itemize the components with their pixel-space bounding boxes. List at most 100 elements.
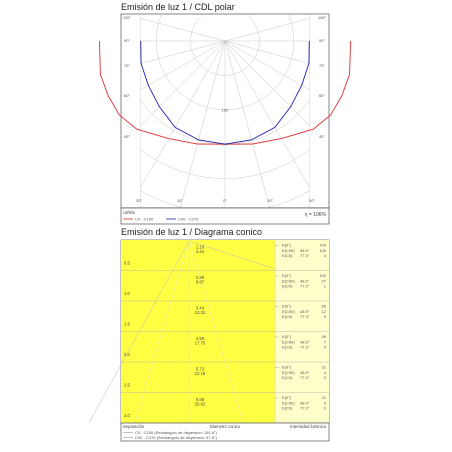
angle-label: 30° xyxy=(309,198,315,203)
angle-label: 105° xyxy=(123,15,132,20)
angle-label: 15° xyxy=(177,198,183,203)
note2-label: C90 - C270 (Semiángulo de dispersión: 97… xyxy=(135,435,218,440)
row-label: E(C90) xyxy=(282,309,295,314)
legend-c90-label: C90 - C270 xyxy=(178,217,199,222)
row-value: 4 xyxy=(324,370,327,375)
angle-label: 30° xyxy=(136,198,142,203)
row-diameter-c0: 6.88 xyxy=(196,397,205,402)
row-angle: 48.9° xyxy=(300,278,310,283)
row-diameter-c90: 8.87 xyxy=(196,279,205,284)
row-diameter-c0: 2.29 xyxy=(196,275,205,280)
row-value: 31 xyxy=(322,365,327,370)
row-value: 0 xyxy=(324,375,327,380)
polar-angle-labels: 105° 105° 90° 90° 75° 75° 60° 60° 45° 45° 30° 15° 0°… xyxy=(123,15,327,203)
row-label: E(C90) xyxy=(282,400,295,405)
angle-label: 15° xyxy=(267,198,273,203)
conic-row-1.0: 1.0 2.298.87 E(0°) 192 E(C90) 48.9° 27 E(C0) 77.… xyxy=(124,273,327,296)
row-angle: 48.9° xyxy=(300,248,310,253)
angle-label: 75° xyxy=(319,63,325,68)
row-value: 192 xyxy=(319,273,326,278)
band-core-0.5 xyxy=(121,240,275,271)
row-value: 7 xyxy=(324,339,327,344)
footer-col2: Diametro conico xyxy=(210,424,241,429)
angle-label: 45° xyxy=(319,134,325,139)
radial-label: 160 xyxy=(222,107,229,112)
band-core-1.5 xyxy=(121,301,275,332)
row-value: 700 xyxy=(319,243,326,248)
footer-col3: Intensidad luminica xyxy=(290,424,327,429)
row-separation: 2.0 xyxy=(124,352,130,357)
row-angle: 77.3° xyxy=(300,284,310,289)
row-label: E(C90) xyxy=(282,248,295,253)
band-core-3.0 xyxy=(121,392,275,423)
note1-label: C0 - C180 (Semiángulo de dispersión: 154… xyxy=(135,430,218,435)
conic-title: Emisión de luz 1 / Diagrama conico xyxy=(121,227,263,237)
polar-curves xyxy=(98,40,352,145)
row-angle: 48.9° xyxy=(300,370,310,375)
row-diameter-c90: 22.19 xyxy=(195,371,206,376)
row-angle: 48.9° xyxy=(300,309,310,314)
grid-spoke xyxy=(180,40,226,208)
row-diameter-c90: 4.44 xyxy=(196,249,205,254)
row-angle: 48.9° xyxy=(300,339,310,344)
row-value: 48 xyxy=(322,334,327,339)
curve-c90-c270 xyxy=(140,40,310,145)
angle-label: 90° xyxy=(319,38,325,43)
row-label: E(0°) xyxy=(282,243,292,248)
grid-spoke xyxy=(224,40,270,208)
conic-row-0.5: 0.5 1.164.44 E(0°) 700 E(C90) 48.9° 109 E(C0) 77… xyxy=(124,243,327,266)
row-value: 109 xyxy=(319,248,326,253)
band-core-2.5 xyxy=(121,362,275,393)
row-label: E(C0) xyxy=(282,284,293,289)
legend-c0-label: C0 - C180 xyxy=(135,217,154,222)
grid-spoke xyxy=(140,40,226,127)
grid-spoke xyxy=(224,40,310,127)
row-diameter-c0: 5.73 xyxy=(196,367,205,372)
row-label: E(C0) xyxy=(282,406,293,411)
row-diameter-c90: 26.62 xyxy=(195,401,206,406)
row-label: E(0°) xyxy=(282,304,292,309)
row-value: 1 xyxy=(324,284,327,289)
row-separation: 1.5 xyxy=(124,321,130,326)
grid-spoke xyxy=(140,40,226,91)
row-label: E(C0) xyxy=(282,253,293,258)
angle-label: 45° xyxy=(124,134,130,139)
band-core-2.0 xyxy=(121,331,275,362)
polar-chart: 105° 105° 90° 90° 75° 75° 60° 60° 45° 45° 30° 15° 0°… xyxy=(98,13,352,225)
row-angle: 77.3° xyxy=(300,253,310,258)
row-label: E(C90) xyxy=(282,278,295,283)
row-value: 0 xyxy=(324,406,327,411)
row-label: E(0°) xyxy=(282,395,292,400)
conic-footer xyxy=(120,422,330,442)
row-diameter-c90: 13.31 xyxy=(195,310,206,315)
polar-title: Emisión de luz 1 / CDL polar xyxy=(121,2,235,12)
band-core-1.0 xyxy=(121,270,275,301)
grid-spoke xyxy=(224,18,310,42)
row-label: E(C0) xyxy=(282,345,293,350)
grid-spoke xyxy=(224,40,310,91)
row-angle: 77.3° xyxy=(300,375,310,380)
row-separation: 1.0 xyxy=(124,291,130,296)
angle-label: 60° xyxy=(124,93,130,98)
angle-label: 105° xyxy=(318,15,327,20)
angle-label: 90° xyxy=(124,38,130,43)
grid-spoke xyxy=(224,40,310,189)
row-separation: 2.5 xyxy=(124,382,130,387)
row-value: 4 xyxy=(324,253,327,258)
row-value: 0 xyxy=(324,314,327,319)
row-diameter-c0: 1.16 xyxy=(196,245,205,250)
polar-legend-box xyxy=(120,207,330,225)
row-label: E(C90) xyxy=(282,339,295,344)
angle-label: 60° xyxy=(319,93,325,98)
row-label: E(C0) xyxy=(282,314,293,319)
grid-spoke xyxy=(140,40,226,64)
row-angle: 77.3° xyxy=(300,406,310,411)
row-value: 3 xyxy=(324,400,327,405)
row-angle: 48.9° xyxy=(300,400,310,405)
row-label: E(0°) xyxy=(282,334,292,339)
